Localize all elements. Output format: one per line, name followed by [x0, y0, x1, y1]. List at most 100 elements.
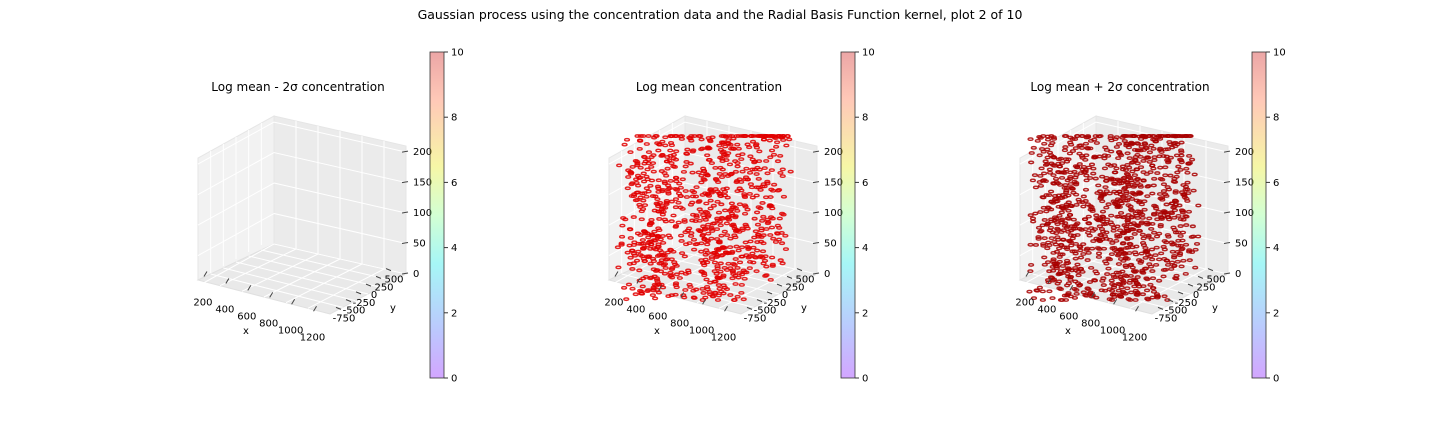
data-point — [644, 254, 651, 259]
data-point — [1121, 223, 1128, 228]
data-point — [724, 233, 731, 238]
data-point — [1093, 141, 1100, 145]
data-point — [655, 178, 662, 183]
data-point — [1054, 222, 1061, 227]
z-tick-label: 50 — [824, 239, 837, 250]
data-point — [774, 231, 781, 236]
data-point — [761, 166, 768, 171]
data-point — [649, 194, 657, 198]
data-point — [712, 187, 719, 191]
data-point — [690, 190, 698, 195]
data-point — [1100, 229, 1107, 234]
y-tick-label: -750 — [333, 313, 356, 324]
data-point — [743, 224, 750, 229]
data-point — [1030, 145, 1037, 150]
data-point — [738, 157, 745, 161]
data-point — [780, 194, 788, 199]
data-point — [636, 146, 643, 151]
data-point — [1168, 267, 1175, 271]
data-point — [1048, 236, 1055, 241]
x-tick-label: 1000 — [278, 325, 303, 336]
data-point — [1191, 172, 1198, 177]
data-point — [659, 153, 666, 157]
data-point — [667, 148, 674, 153]
y-tick-label: -250 — [1175, 298, 1198, 309]
z-tick-label: 150 — [413, 178, 432, 189]
data-point — [1078, 146, 1086, 150]
data-point — [1035, 236, 1042, 241]
data-point — [1178, 140, 1185, 145]
data-point — [1172, 190, 1179, 195]
data-point — [1072, 266, 1079, 270]
data-point — [670, 213, 677, 218]
data-point — [672, 262, 679, 267]
data-point — [703, 238, 711, 243]
data-point — [1059, 264, 1066, 268]
data-point — [1074, 262, 1081, 267]
data-point — [1085, 135, 1092, 139]
data-point — [1113, 275, 1120, 280]
data-point — [776, 216, 783, 221]
data-point — [735, 248, 742, 253]
data-point — [1089, 207, 1096, 212]
colorbar-tick-label: 6 — [862, 178, 868, 189]
data-point — [629, 165, 636, 169]
data-point — [676, 181, 683, 186]
data-point — [1093, 213, 1100, 218]
data-point — [668, 143, 675, 148]
data-point — [1111, 163, 1118, 168]
data-point — [1182, 271, 1189, 276]
data-point — [1084, 258, 1091, 262]
data-point — [714, 266, 721, 271]
data-point — [755, 134, 763, 138]
data-point — [663, 202, 670, 206]
data-point — [709, 221, 717, 226]
data-point — [761, 134, 768, 138]
x-tick-mark — [1113, 299, 1118, 305]
grid-z-left — [197, 243, 275, 287]
z-tick-mark — [401, 242, 409, 245]
x-tick-label: 200 — [1015, 297, 1034, 308]
data-point — [1177, 167, 1184, 172]
data-point — [728, 201, 735, 206]
data-point — [1153, 262, 1160, 267]
data-point — [1074, 281, 1082, 286]
data-point — [721, 265, 728, 270]
x-tick-mark — [247, 285, 252, 291]
data-point — [1120, 215, 1127, 220]
data-point — [751, 216, 758, 221]
data-point — [718, 202, 725, 207]
data-point — [647, 261, 654, 266]
x-tick-label: 1200 — [300, 332, 325, 343]
data-point — [782, 247, 790, 252]
data-point — [655, 290, 662, 295]
x-tick-mark — [1025, 271, 1030, 277]
x-tick-mark — [614, 271, 619, 277]
data-point — [777, 153, 784, 158]
data-point — [1105, 162, 1112, 167]
data-point — [669, 134, 676, 138]
z-tick-mark — [812, 211, 820, 214]
data-point — [1147, 170, 1154, 175]
data-point — [704, 146, 711, 151]
data-point — [661, 271, 669, 276]
data-point — [677, 193, 684, 198]
z-tick-mark — [401, 150, 409, 153]
data-point — [1050, 173, 1057, 178]
data-point — [1151, 211, 1158, 216]
data-point — [702, 295, 709, 300]
data-point — [1086, 233, 1093, 238]
data-point — [1133, 167, 1141, 172]
data-point — [658, 169, 665, 173]
data-point — [1126, 281, 1133, 285]
data-point — [1062, 194, 1069, 199]
data-point — [1027, 269, 1034, 274]
data-point — [749, 167, 756, 172]
data-point — [681, 254, 688, 259]
data-point — [1028, 160, 1035, 165]
data-point — [709, 293, 716, 298]
data-point — [702, 217, 709, 222]
data-point — [1148, 227, 1155, 231]
colorbar-frame — [840, 51, 856, 379]
data-point — [756, 149, 763, 154]
